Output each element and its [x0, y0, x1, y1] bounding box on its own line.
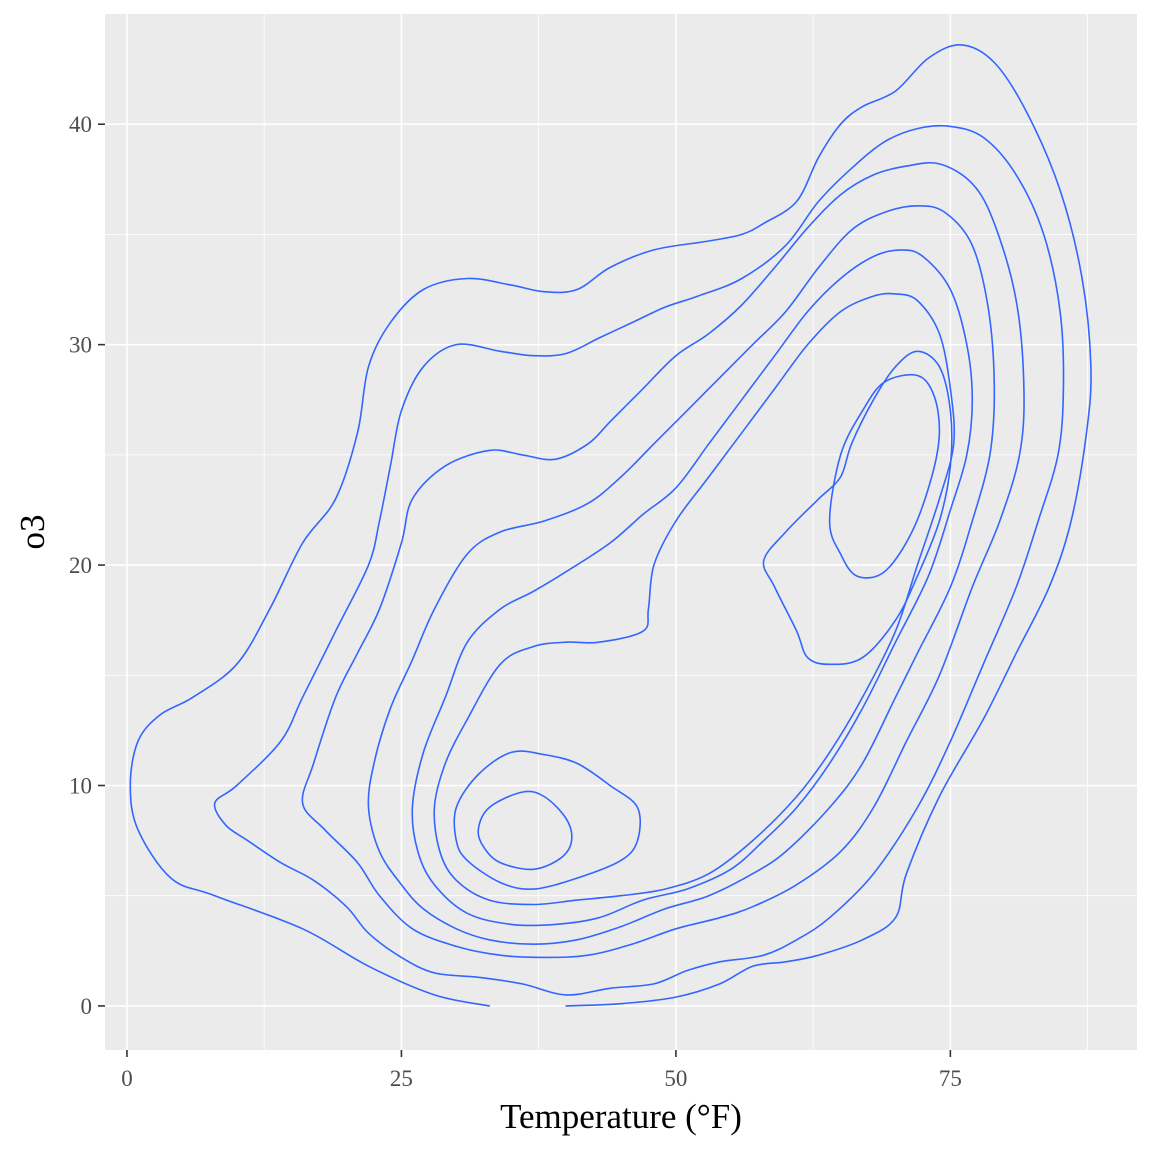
y-axis-title: o3 [13, 515, 52, 550]
density-contours [129, 44, 1092, 1007]
contour-line [453, 750, 641, 891]
x-tick-label: 25 [390, 1066, 413, 1091]
x-axis-title: Temperature (°F) [500, 1097, 742, 1136]
minor-gridlines [105, 14, 1137, 1050]
y-tick-label: 30 [69, 333, 92, 358]
contour-line [411, 249, 974, 927]
x-tick-label: 0 [121, 1066, 133, 1091]
y-tick-label: 40 [69, 112, 92, 137]
major-gridlines [105, 14, 1137, 1050]
contour-line [433, 292, 956, 906]
y-tick-label: 10 [69, 773, 92, 798]
contour-line [213, 124, 1065, 996]
contour-line [762, 350, 953, 666]
x-tick-label: 50 [664, 1066, 687, 1091]
x-tick-label: 75 [939, 1066, 962, 1091]
contour-line [477, 790, 573, 871]
y-tick-label: 0 [81, 994, 93, 1019]
x-axis-ticks: 0 25 50 75 [121, 1050, 962, 1091]
contour-line [828, 373, 941, 579]
plot-panel [105, 14, 1137, 1050]
contour-line [367, 205, 996, 945]
contour-line [129, 44, 1092, 1007]
y-axis-ticks: 0 10 20 30 40 [69, 112, 105, 1019]
y-tick-label: 20 [69, 553, 92, 578]
contour-line [301, 161, 1025, 959]
